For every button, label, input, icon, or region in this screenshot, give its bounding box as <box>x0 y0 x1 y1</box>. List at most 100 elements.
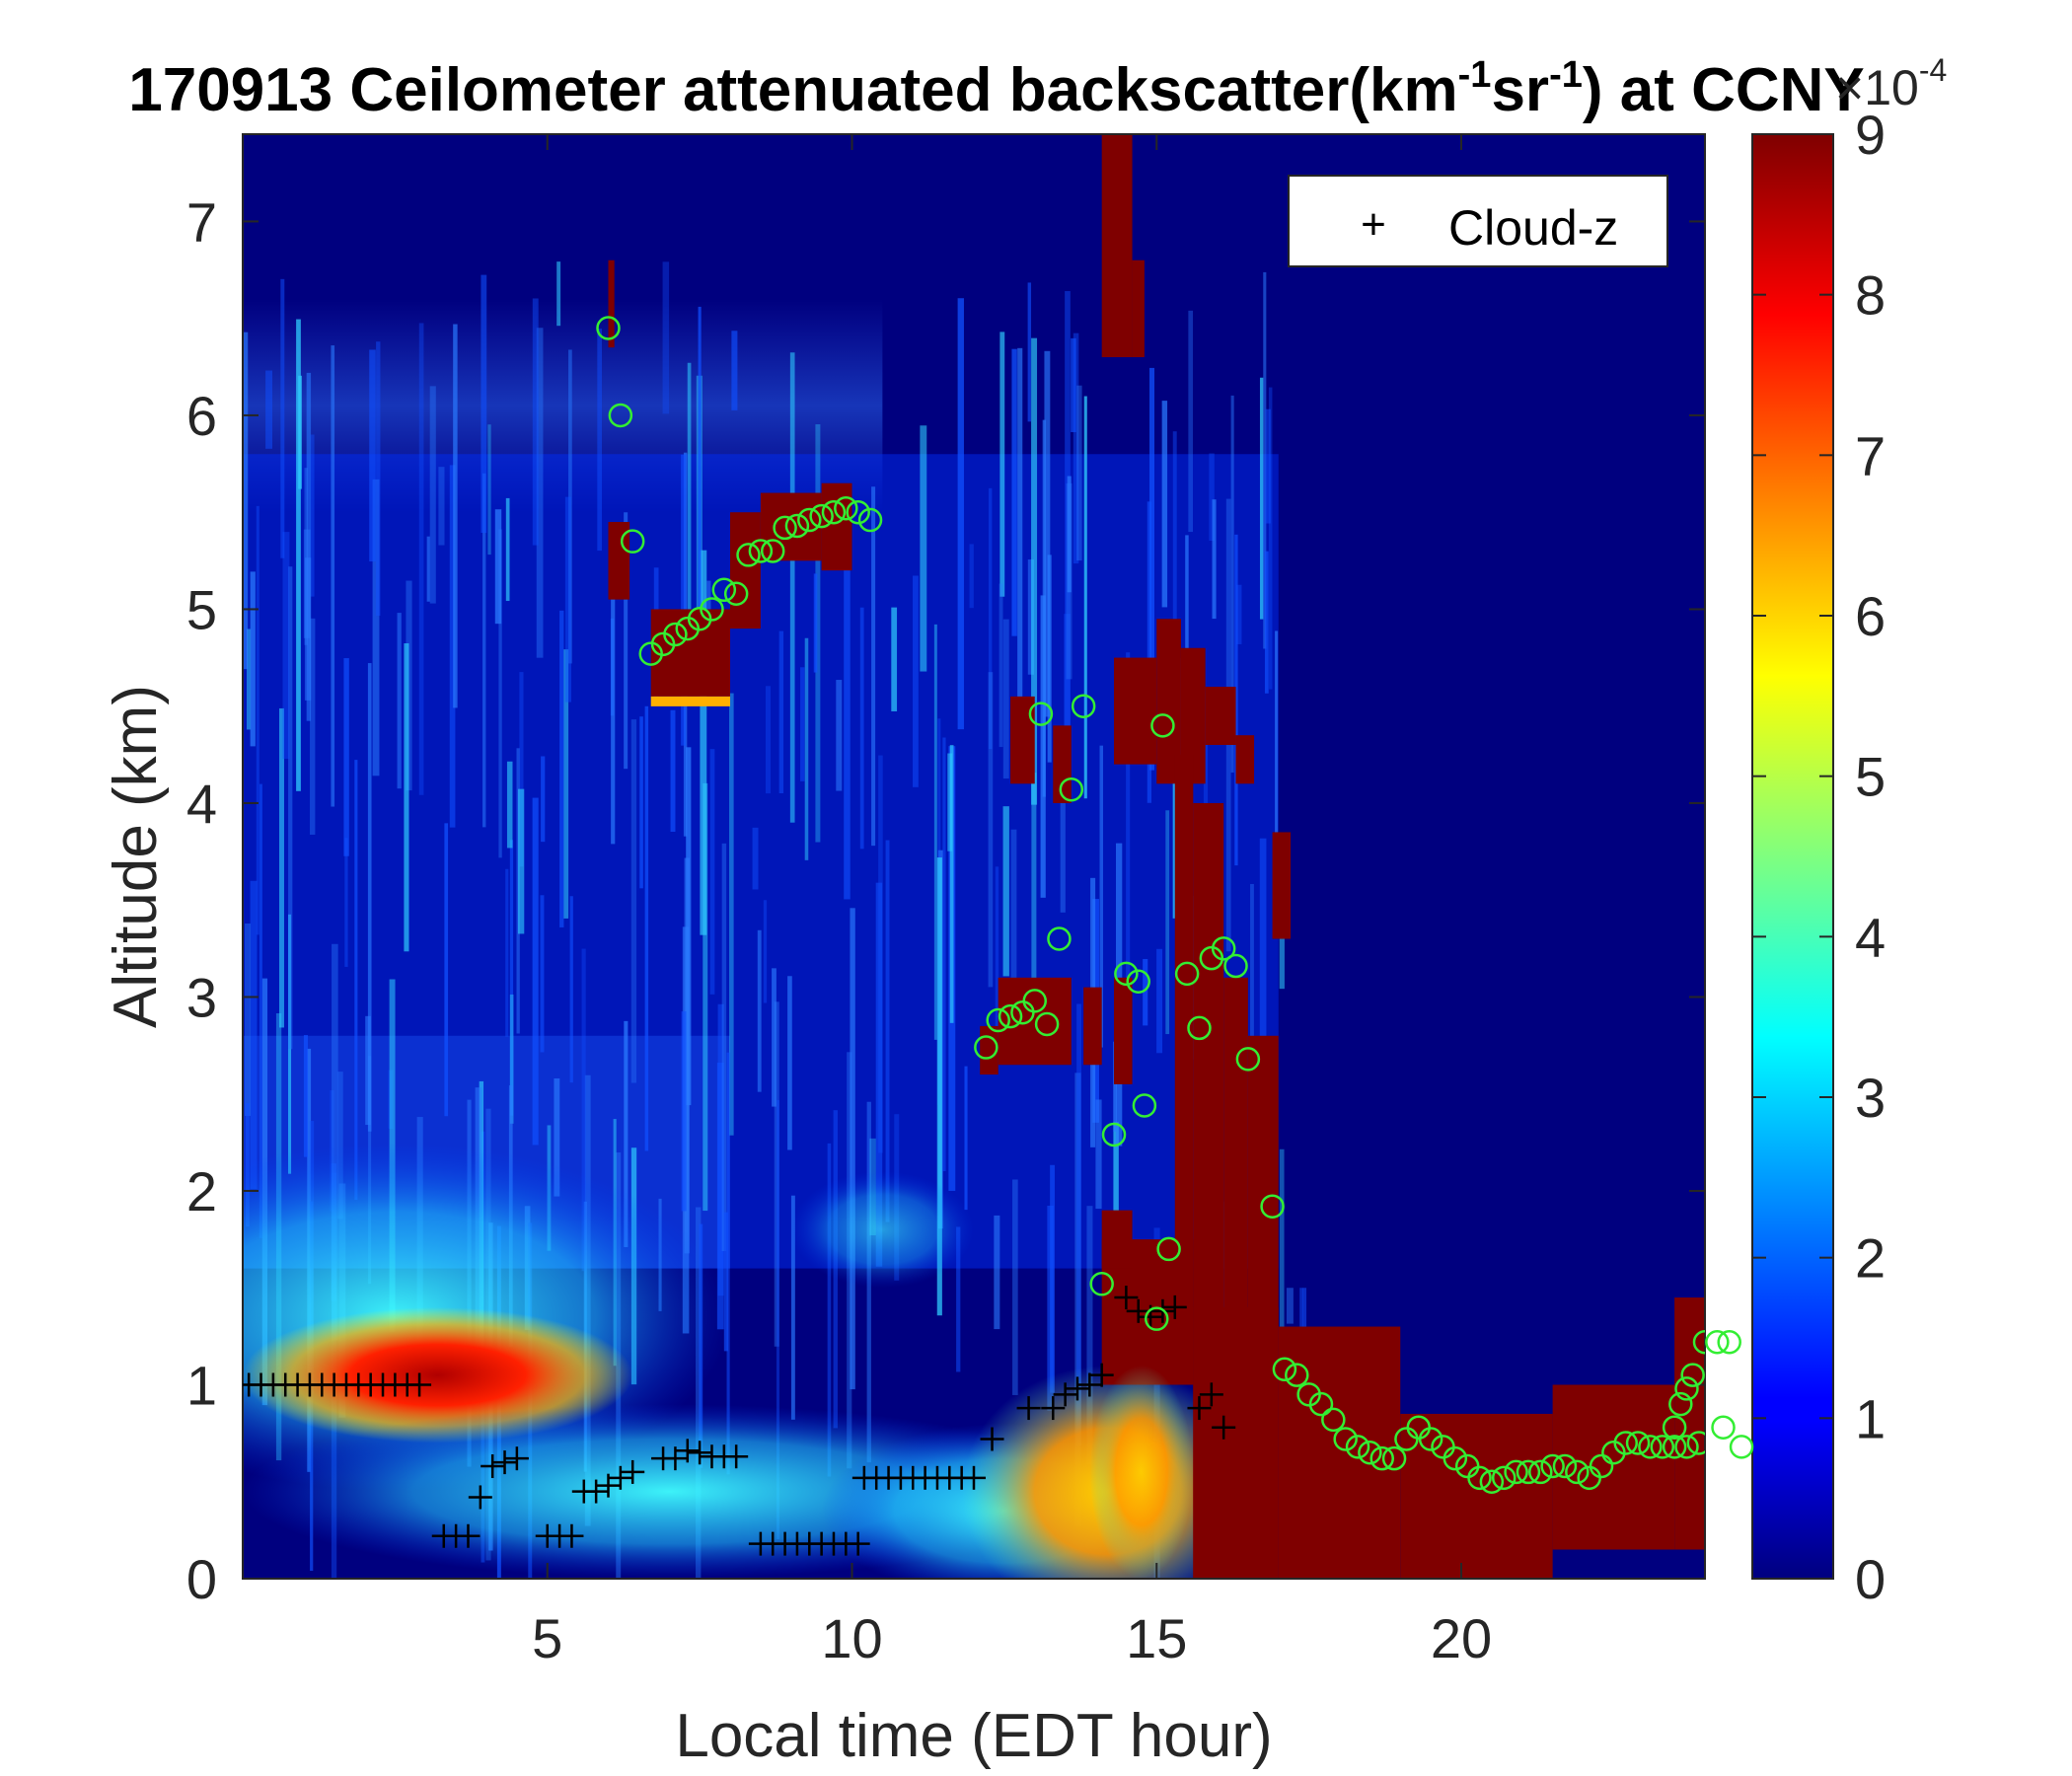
ccny-circle-marker <box>1059 777 1084 802</box>
streak <box>774 1001 779 1347</box>
streak <box>426 536 430 602</box>
streak <box>687 362 692 664</box>
streak <box>331 345 335 807</box>
ccny-circle-marker <box>1235 1047 1261 1072</box>
streak <box>354 760 358 1200</box>
cloud-block <box>1083 987 1102 1066</box>
streak <box>1113 1041 1117 1132</box>
streak <box>1143 958 1148 1026</box>
streak <box>376 341 381 617</box>
markers <box>243 316 1705 1556</box>
streak <box>947 753 953 851</box>
streak <box>716 1063 724 1330</box>
streak <box>243 332 249 670</box>
streak <box>885 840 890 1222</box>
streak <box>1126 652 1131 1013</box>
streak <box>920 425 927 672</box>
cloud-z-marker <box>456 1523 481 1548</box>
streak <box>404 643 409 952</box>
streak <box>700 550 707 935</box>
ccny-circle-marker <box>998 1003 1023 1029</box>
ccny-circle-marker <box>711 577 737 603</box>
cloud-z-marker <box>1187 1396 1212 1421</box>
cloud-z-marker <box>688 1441 712 1465</box>
streak <box>1275 630 1279 894</box>
streak <box>1265 408 1271 524</box>
streak <box>1076 385 1082 561</box>
ccny-circle-marker <box>1686 1431 1705 1455</box>
y-tick-label: 0 <box>186 1548 217 1610</box>
streak <box>1148 367 1155 771</box>
streak <box>611 547 616 845</box>
ccny-circle-marker <box>1071 694 1096 718</box>
ccny-circle-marker <box>760 539 785 563</box>
cloud-z-marker <box>1089 1363 1114 1387</box>
cloud-block <box>1101 1210 1133 1269</box>
streak <box>995 866 999 1037</box>
streak <box>540 895 545 1053</box>
ccny-circle-marker <box>596 316 621 340</box>
ccny-circle-marker <box>1260 1194 1285 1219</box>
ccny-circle-marker <box>821 499 847 525</box>
ccny-circle-marker <box>1358 1441 1382 1465</box>
ccny-circle-marker <box>1047 926 1072 951</box>
ccny-circle-marker <box>1662 1435 1687 1459</box>
streak <box>1064 614 1071 753</box>
streak <box>438 467 445 546</box>
cloud-block <box>1174 754 1194 1385</box>
cloud-z-marker <box>608 1465 632 1490</box>
cloud-z-marker <box>1199 1382 1223 1407</box>
cloud-block <box>1132 259 1145 357</box>
streak <box>1017 347 1023 777</box>
streak <box>729 693 734 1136</box>
cloud-z-marker <box>846 1531 870 1556</box>
streak <box>453 324 458 708</box>
streak <box>703 782 708 1212</box>
streak <box>581 948 586 1272</box>
ccny-circle-marker <box>1668 1391 1693 1417</box>
streak <box>310 434 315 597</box>
ccny-circle-marker <box>1308 1391 1334 1417</box>
streak <box>1250 883 1254 1115</box>
cloud-z-marker <box>724 1444 749 1469</box>
streak <box>1002 619 1009 779</box>
markers-overflow <box>1705 1330 1754 1459</box>
streak <box>1086 1206 1093 1465</box>
streak <box>1083 396 1087 799</box>
streak <box>569 896 573 1083</box>
cloud-z-marker <box>1114 1286 1139 1310</box>
ccny-circle-marker <box>1418 1427 1443 1451</box>
streak <box>875 882 883 1267</box>
ccny-circle-marker <box>1369 1445 1394 1471</box>
ccny-circle-marker <box>1565 1459 1590 1485</box>
streak <box>1188 310 1194 533</box>
ccny-circle-marker <box>1223 953 1248 979</box>
colorbar-tick-label: 6 <box>1855 585 1886 647</box>
streak <box>1234 534 1238 866</box>
axes: 5 10 15 20 0 1 2 3 4 5 6 7 0 1 2 3 4 5 6 7 8 9 <box>186 104 1886 1669</box>
cloud-z-marker <box>596 1473 621 1498</box>
streak <box>296 319 301 791</box>
streak <box>278 707 284 1028</box>
ccny-circle-marker <box>1211 936 1236 961</box>
streak <box>630 719 637 1083</box>
streak <box>1040 595 1046 898</box>
streak <box>498 529 502 858</box>
streak <box>772 968 777 1107</box>
streak <box>517 788 525 934</box>
streak <box>994 1215 1000 1330</box>
streak <box>298 375 303 489</box>
cloud-block <box>1400 1413 1553 1579</box>
ccny-circle-marker <box>986 1007 1010 1033</box>
streak <box>1010 829 1017 1053</box>
colorbar-tick-label: 3 <box>1855 1067 1886 1129</box>
streak <box>532 797 539 1146</box>
cloud-block <box>730 512 761 629</box>
ccny-circle-marker <box>1150 713 1175 738</box>
cloud-z-marker <box>559 1523 584 1548</box>
cloud-z-marker <box>407 1372 432 1397</box>
streak <box>1073 333 1079 564</box>
streak <box>1264 551 1269 694</box>
streak <box>757 929 762 1092</box>
ccny-circle-marker <box>1156 1236 1181 1262</box>
